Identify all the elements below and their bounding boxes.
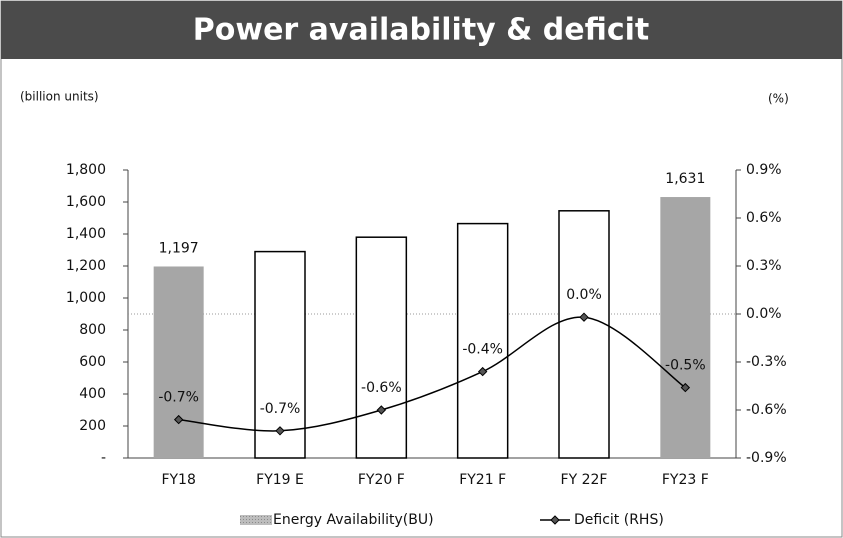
y-tick-label: 1,800 — [66, 162, 106, 178]
y-tick-label: 1,000 — [66, 290, 106, 306]
deficit-label: -0.7% — [158, 390, 199, 406]
legend-label: Energy Availability(BU) — [273, 512, 434, 528]
y2-tick-label: 0.6% — [746, 210, 782, 226]
y-axis-label: (billion units) — [20, 90, 99, 104]
bar-label: 1,197 — [159, 240, 199, 256]
x-tick-label: FY23 F — [662, 472, 709, 488]
deficit-label: 0.0% — [566, 287, 602, 303]
y-tick-label: 600 — [79, 354, 106, 370]
deficit-marker — [376, 405, 387, 415]
y2-tick-label: -0.6% — [746, 402, 787, 418]
title-banner — [1, 1, 842, 59]
x-tick-label: FY 22F — [561, 472, 608, 488]
bar — [254, 250, 306, 459]
deficit-marker — [173, 414, 184, 425]
x-tick-label: FY18 — [161, 472, 195, 488]
deficit-label: -0.6% — [361, 380, 402, 396]
deficit-marker — [579, 312, 589, 322]
y-tick-label: 200 — [79, 418, 106, 434]
deficit-label: -0.7% — [260, 401, 301, 417]
deficit-marker — [275, 426, 285, 436]
y-tick-label: 1,400 — [66, 226, 106, 242]
bar — [355, 236, 408, 459]
legend-label: Deficit (RHS) — [574, 512, 664, 528]
legend-marker — [550, 515, 560, 525]
bar — [153, 266, 204, 458]
deficit-marker — [477, 366, 488, 377]
bar — [660, 197, 711, 459]
y2-tick-label: -0.3% — [746, 354, 787, 370]
deficit-label: -0.5% — [665, 358, 706, 374]
y-tick-label: 400 — [79, 386, 106, 402]
y-tick-label: - — [101, 450, 106, 466]
chart-title: Power availability & deficit — [193, 13, 650, 48]
bar — [558, 210, 610, 459]
y-tick-label: 800 — [79, 322, 106, 338]
y-tick-label: 1,600 — [66, 194, 106, 210]
x-tick-label: FY21 F — [459, 472, 506, 488]
y2-tick-label: 0.0% — [746, 306, 782, 322]
legend-swatch — [240, 515, 272, 525]
deficit-marker — [680, 382, 691, 393]
bar-label: 1,631 — [665, 171, 705, 187]
y2-tick-label: 0.3% — [746, 258, 782, 274]
y-tick-label: 1,200 — [66, 258, 106, 274]
x-tick-label: FY20 F — [358, 472, 405, 488]
x-tick-label: FY19 E — [256, 472, 304, 488]
deficit-line — [178, 316, 686, 432]
y2-tick-label: -0.9% — [746, 450, 787, 466]
deficit-label: -0.4% — [462, 342, 503, 358]
bar — [456, 222, 509, 459]
y2-axis-label: (%) — [768, 92, 789, 106]
y2-tick-label: 0.9% — [746, 162, 782, 178]
